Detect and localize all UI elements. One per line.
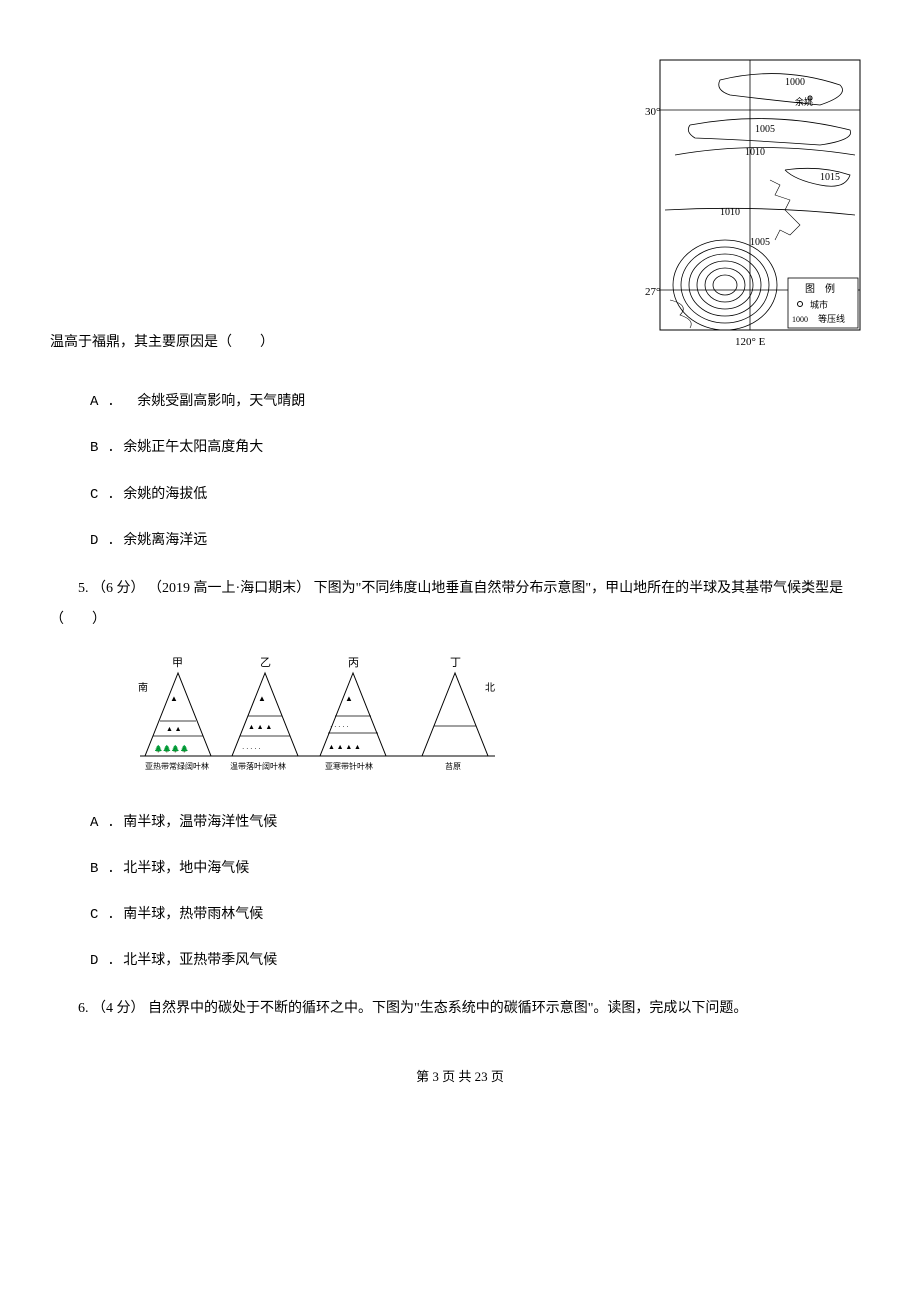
lon-label: 120° E [735,336,766,348]
footer-total: 23 [475,1069,488,1084]
q5-option-d-text: 北半球，亚热带季风气候 [123,953,277,968]
footer-prefix: 第 [416,1069,432,1084]
q4-option-c-text: 余姚的海拔低 [123,487,207,502]
svg-text:▲: ▲ [258,694,266,703]
mountain-label-ding: 丁 [450,657,461,669]
footer-suffix: 页 [488,1069,504,1084]
direction-north: 北 [485,682,495,694]
svg-text:▲: ▲ [345,694,353,703]
direction-south: 南 [138,681,148,694]
svg-text:🌲🌲🌲🌲: 🌲🌲🌲🌲 [154,744,189,753]
q5-option-d: D . 北半球，亚热带季风气候 [90,948,870,974]
q5-option-c: C . 南半球，热带雨林气候 [90,902,870,928]
q6-text: 6. （4 分） 自然界中的碳处于不断的循环之中。下图为"生态系统中的碳循环示意… [50,994,870,1025]
base-label-4: 苔原 [445,761,461,771]
option-label-a: A . [90,815,115,831]
figure2-container: 甲 南 ▲ ▲ ▲ 🌲🌲🌲🌲 乙 ▲ ▲ ▲ ▲ · · · · · 丙 ▲ ·… [90,651,870,790]
lat-label-30: 30° [645,106,660,118]
mountain-label-yi: 乙 [260,656,271,669]
legend-isobar-value: 1000 [792,315,808,324]
q4-option-c: C . 余姚的海拔低 [90,482,870,508]
base-label-2: 温带落叶阔叶林 [230,761,286,771]
legend-city: 城市 [810,299,828,310]
option-label-d: D . [90,533,115,549]
figure-question4-container: 30° 27° 120° E 1000 余姚 1005 1010 1015 10… [50,50,870,369]
pressure-1005: 1005 [755,124,775,135]
q6-points: 4 分 [106,1001,131,1016]
q6-number: 6 [78,1001,85,1016]
q5-option-b: B . 北半球，地中海气候 [90,856,870,882]
q4-option-a: A . 余姚受副高影响，天气晴朗 [90,389,870,415]
q4-option-d: D . 余姚离海洋远 [90,528,870,554]
base-label-1: 亚热带常绿阔叶林 [145,761,209,771]
footer-mid: 页 共 [439,1069,475,1084]
legend-isobar: 等压线 [818,313,845,324]
svg-text:▲: ▲ [170,694,178,703]
option-label-a: A . [90,394,115,410]
svg-text:· · · · ·: · · · · · [330,723,349,731]
option-label-c: C . [90,907,115,923]
q4-option-b: B . 余姚正午太阳高度角大 [90,435,870,461]
figure1-pressure-map: 30° 27° 120° E 1000 余姚 1005 1010 1015 10… [620,50,870,350]
pressure-1015: 1015 [820,172,840,183]
base-label-3: 亚寒带针叶林 [325,761,373,771]
q6-question-text: 自然界中的碳处于不断的循环之中。下图为"生态系统中的碳循环示意图"。读图，完成以… [148,1001,747,1016]
q5-points: 6 分 [106,581,131,596]
svg-text:· · · · ·: · · · · · [242,745,261,753]
q4-option-d-text: 余姚离海洋远 [123,533,207,548]
svg-text:▲ ▲: ▲ ▲ [166,725,182,733]
svg-text:▲ ▲ ▲ ▲: ▲ ▲ ▲ ▲ [328,743,361,751]
q4-option-b-text: 余姚正午太阳高度角大 [123,440,263,455]
q5-option-b-text: 北半球，地中海气候 [123,861,249,876]
q5-option-a-text: 南半球，温带海洋性气候 [123,815,277,830]
q4-option-a-text: 余姚受副高影响，天气晴朗 [123,394,305,409]
figure2-mountains: 甲 南 ▲ ▲ ▲ 🌲🌲🌲🌲 乙 ▲ ▲ ▲ ▲ · · · · · 丙 ▲ ·… [130,651,500,781]
lat-label-27: 27° [645,286,660,298]
q5-number: 5 [78,581,85,596]
q5-source: （2019 高一上·海口期末） [148,581,310,596]
q5-text: 5. （6 分） （2019 高一上·海口期末） 下图为"不同纬度山地垂直自然带… [50,574,870,636]
pressure-1000: 1000 [785,77,805,88]
option-label-d: D . [90,953,115,969]
legend-title: 图 例 [805,282,835,295]
option-label-b: B . [90,861,115,877]
pressure-1010: 1010 [745,147,765,158]
page-footer: 第 3 页 共 23 页 [50,1065,870,1088]
mountain-label-jia: 甲 [172,657,183,669]
option-label-b: B . [90,440,115,456]
mountain-label-bing: 丙 [348,657,359,669]
svg-text:▲ ▲ ▲: ▲ ▲ ▲ [248,723,272,731]
pressure-1005b: 1005 [750,237,770,248]
pressure-1010b: 1010 [720,207,740,218]
q5-option-a: A . 南半球，温带海洋性气候 [90,810,870,836]
q5-option-c-text: 南半球，热带雨林气候 [123,907,263,922]
city-yuyao: 余姚 [795,96,813,107]
option-label-c: C . [90,487,115,503]
